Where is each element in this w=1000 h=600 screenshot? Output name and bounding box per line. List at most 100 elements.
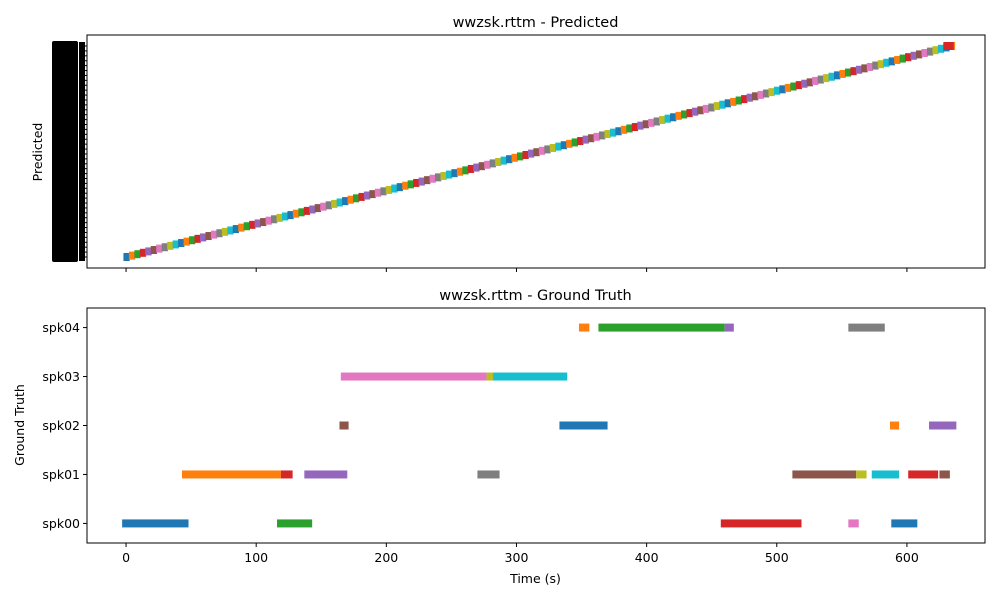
predicted-segment <box>883 58 890 67</box>
predicted-segment <box>588 134 595 143</box>
segment-spk02-17 <box>929 421 957 430</box>
predicted-segment <box>402 181 409 190</box>
predicted-segment <box>172 240 179 249</box>
segment-spk01-5 <box>182 470 281 479</box>
x-tick-label-0: 0 <box>122 550 130 565</box>
predicted-segment <box>659 116 666 125</box>
predicted-segment <box>795 81 803 90</box>
predicted-segment <box>429 174 436 183</box>
segment-spk04-24 <box>848 323 885 332</box>
ground-truth-y-ticks: spk00 spk01 spk02 spk03 spk04 <box>42 320 87 531</box>
predicted-segment <box>500 156 507 165</box>
x-tick-label-300: 300 <box>505 550 529 565</box>
predicted-title: wwzsk.rttm - Predicted <box>453 15 619 31</box>
predicted-segment-final <box>943 42 954 50</box>
predicted-segment <box>817 75 824 84</box>
predicted-segment <box>128 251 136 260</box>
predicted-segment <box>724 99 731 108</box>
predicted-segment <box>762 89 770 98</box>
x-tick-label-200: 200 <box>374 550 398 565</box>
predicted-segment <box>566 139 573 148</box>
predicted-segment <box>812 76 819 85</box>
predicted-segment <box>369 190 376 199</box>
predicted-segment <box>374 188 382 197</box>
ground-truth-segments <box>122 323 957 528</box>
predicted-segment <box>456 167 464 176</box>
predicted-segment <box>145 247 152 256</box>
predicted-segment <box>577 137 584 146</box>
predicted-segment <box>844 68 852 77</box>
segment-spk04-22 <box>598 323 725 332</box>
predicted-segment <box>123 253 130 261</box>
predicted-segment <box>839 69 846 78</box>
predicted-segment <box>642 120 650 129</box>
x-tick-label-100: 100 <box>244 550 268 565</box>
predicted-segment <box>489 159 496 168</box>
predicted-segment <box>648 118 655 127</box>
segment-spk04-23 <box>724 323 734 332</box>
predicted-segment <box>227 226 234 235</box>
predicted-segment <box>484 160 491 169</box>
predicted-segment <box>292 209 300 218</box>
predicted-segment <box>533 148 540 157</box>
ground-truth-x-ticks: 0 100 200 300 400 500 600 <box>122 543 919 565</box>
predicted-segment <box>391 184 398 193</box>
predicted-x-ticks <box>125 268 908 272</box>
predicted-segment <box>746 93 753 102</box>
predicted-panel: wwzsk.rttm - Predicted Predicted <box>30 15 986 272</box>
predicted-segment <box>861 64 868 73</box>
segment-spk01-7 <box>304 470 348 479</box>
predicted-segment <box>702 104 710 113</box>
y-tick-label-spk04: spk04 <box>42 320 80 335</box>
predicted-segment <box>790 82 797 91</box>
x-tick-label-500: 500 <box>765 550 789 565</box>
predicted-segment <box>637 121 644 130</box>
predicted-segment <box>139 248 147 257</box>
predicted-segment <box>686 109 693 118</box>
dense-y-tick-band <box>79 42 85 261</box>
predicted-segment <box>413 178 420 187</box>
ground-truth-xlabel: Time (s) <box>509 571 561 586</box>
predicted-segment <box>276 213 283 222</box>
predicted-segment <box>571 138 578 147</box>
predicted-segment <box>134 250 141 259</box>
predicted-segment <box>396 183 404 192</box>
segment-spk01-8 <box>477 470 500 479</box>
predicted-segment <box>210 230 218 239</box>
predicted-segment <box>271 215 278 224</box>
predicted-segment <box>358 192 365 201</box>
predicted-segment <box>363 191 371 200</box>
segment-spk00-1 <box>277 519 313 528</box>
predicted-segment <box>779 85 786 94</box>
predicted-segment <box>347 195 354 204</box>
predicted-segment <box>653 117 660 126</box>
predicted-segment <box>855 65 863 74</box>
predicted-segment <box>178 239 185 248</box>
predicted-segment <box>221 227 229 236</box>
predicted-segment <box>899 54 906 63</box>
predicted-segment <box>741 95 748 104</box>
predicted-segment <box>888 57 895 66</box>
predicted-segment <box>823 74 830 83</box>
predicted-segment <box>708 103 715 112</box>
predicted-segment <box>331 199 338 208</box>
predicted-segment <box>161 243 168 252</box>
predicted-segment <box>238 223 245 232</box>
predicted-segment <box>380 187 387 196</box>
predicted-segment <box>385 185 393 194</box>
predicted-segment <box>680 110 688 119</box>
predicted-segment <box>167 241 174 250</box>
predicted-segment <box>506 155 513 164</box>
predicted-segment <box>598 131 606 140</box>
predicted-segment <box>254 219 261 228</box>
ground-truth-title: wwzsk.rttm - Ground Truth <box>439 288 632 304</box>
ground-truth-ylabel: Ground Truth <box>12 384 27 466</box>
predicted-segment <box>670 113 677 122</box>
predicted-segment <box>675 111 682 120</box>
predicted-segment <box>828 72 835 81</box>
predicted-segment <box>336 198 343 207</box>
predicted-segment <box>905 53 912 62</box>
predicted-segment <box>325 201 332 210</box>
predicted-segment <box>287 211 294 220</box>
predicted-segment <box>719 100 726 109</box>
